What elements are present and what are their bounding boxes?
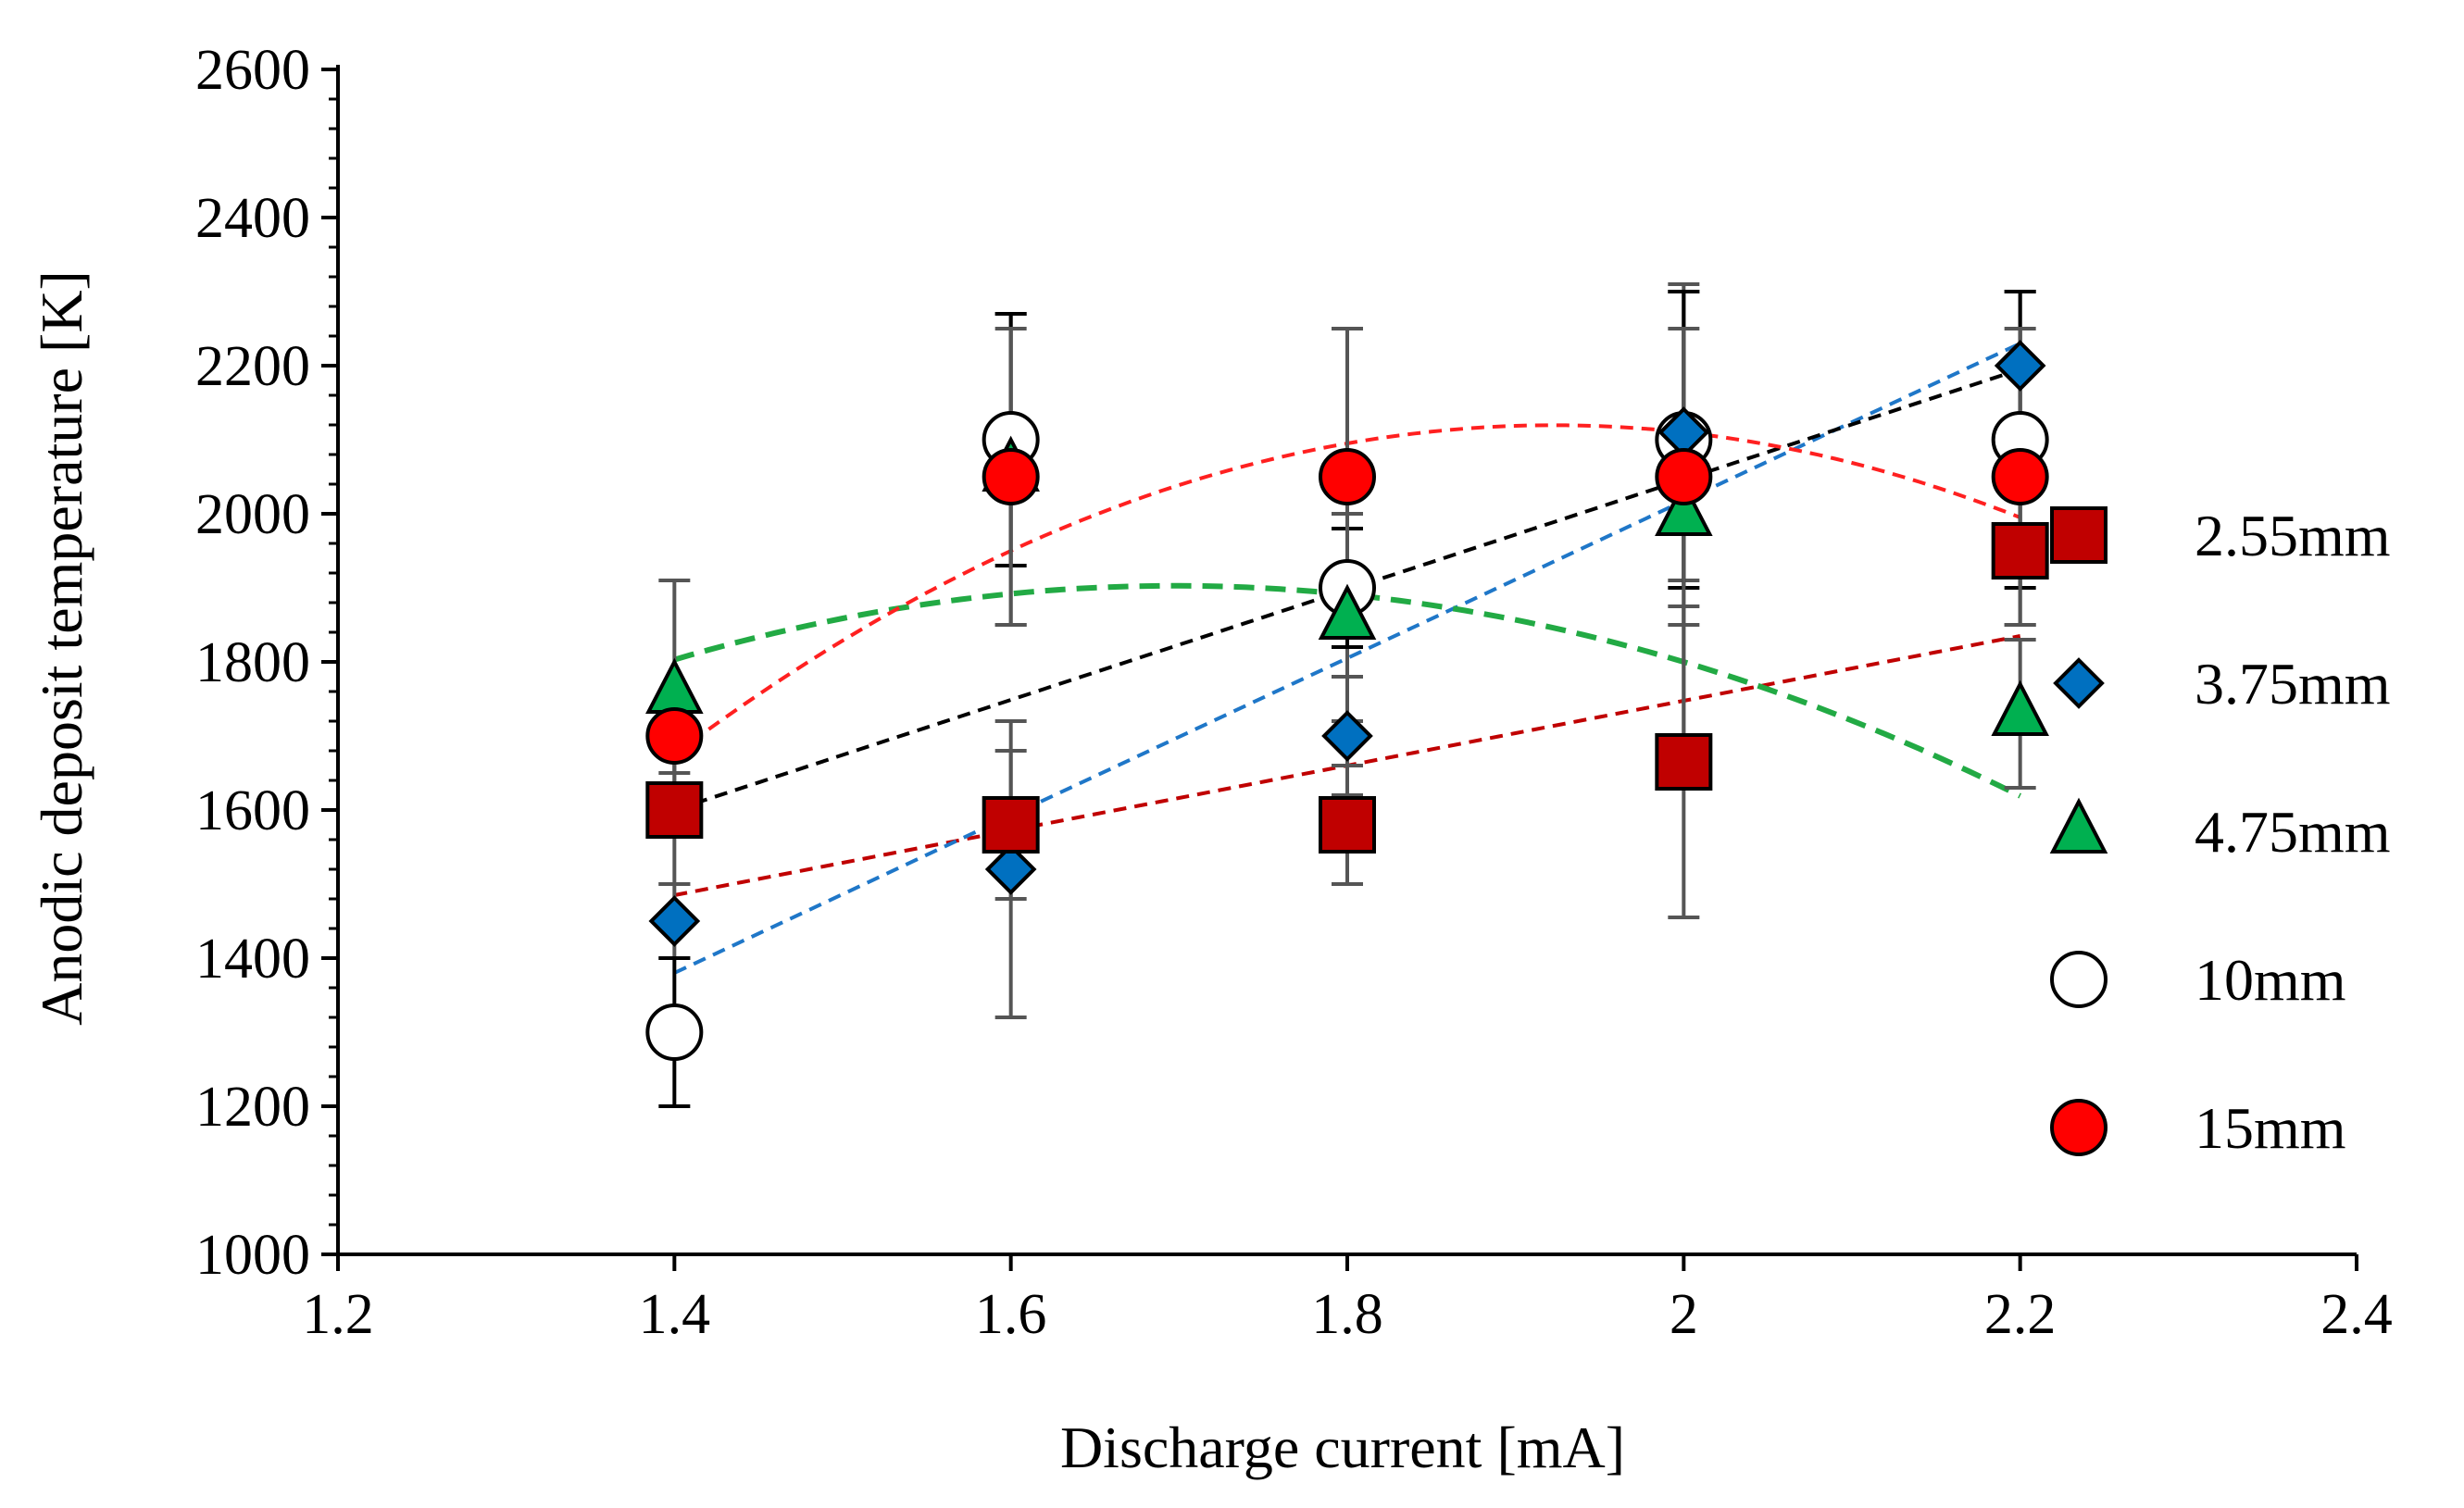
data-point-4.75mm bbox=[1655, 480, 1713, 536]
data-point-3.75mm bbox=[984, 843, 1037, 895]
data-point-10mm bbox=[645, 1003, 704, 1061]
legend-marker-10mm bbox=[2050, 951, 2108, 1008]
legend-marker-2.55mm bbox=[2050, 506, 2108, 564]
error-bars bbox=[658, 282, 2036, 1108]
axes: 1000 1200 1400 1600 1800 2000 2200 2400 2600 1.2 1… bbox=[195, 39, 2393, 1346]
y-tick-label: 2400 bbox=[195, 187, 310, 250]
data-points bbox=[645, 340, 2049, 1061]
y-tick-label: 1000 bbox=[195, 1224, 310, 1287]
x-axis-title: Discharge current [mA] bbox=[1060, 1415, 1625, 1480]
data-point-2.55mm bbox=[1655, 733, 1713, 791]
y-tick-label: 1200 bbox=[195, 1076, 310, 1139]
legend: 2.55mm 3.75mm 4.75mm 10mm 15mm bbox=[2049, 503, 2391, 1161]
y-tick-label: 1800 bbox=[195, 631, 310, 694]
data-point-2.55mm bbox=[1991, 522, 2049, 580]
legend-label-15mm: 15mm bbox=[2195, 1095, 2346, 1161]
data-point-15mm bbox=[1991, 448, 2049, 505]
data-point-4.75mm bbox=[645, 657, 704, 714]
data-point-15mm bbox=[1319, 448, 1376, 505]
x-tick-label: 1.6 bbox=[975, 1283, 1047, 1346]
data-point-4.75mm bbox=[1318, 583, 1377, 640]
x-tick-label: 1.2 bbox=[302, 1283, 374, 1346]
x-tick-label: 1.8 bbox=[1311, 1283, 1383, 1346]
legend-label-4.75mm: 4.75mm bbox=[2195, 799, 2391, 865]
legend-marker-3.75mm bbox=[2053, 657, 2105, 709]
data-point-2.55mm bbox=[1319, 796, 1376, 854]
data-point-15mm bbox=[1655, 448, 1713, 505]
x-tick-label: 1.4 bbox=[639, 1283, 711, 1346]
y-axis-title: Anodic deposit temperature [K] bbox=[29, 270, 94, 1026]
legend-marker-4.75mm bbox=[2049, 797, 2108, 854]
y-tick-label: 1400 bbox=[195, 928, 310, 991]
data-point-3.75mm bbox=[1321, 710, 1373, 762]
data-point-4.75mm bbox=[1991, 679, 2049, 736]
data-point-15mm bbox=[645, 707, 704, 765]
x-tick-label: 2 bbox=[1670, 1283, 1698, 1346]
legend-label-2.55mm: 2.55mm bbox=[2195, 503, 2391, 568]
y-tick-label: 2600 bbox=[195, 39, 310, 102]
data-point-2.55mm bbox=[982, 796, 1040, 854]
legend-label-3.75mm: 3.75mm bbox=[2195, 651, 2391, 717]
x-tick-label: 2.4 bbox=[2320, 1283, 2393, 1346]
x-tick-label: 2.2 bbox=[1984, 1283, 2057, 1346]
data-point-3.75mm bbox=[648, 895, 701, 947]
y-tick-label: 2200 bbox=[195, 335, 310, 398]
data-point-15mm bbox=[982, 448, 1040, 505]
data-point-2.55mm bbox=[645, 781, 704, 839]
legend-label-10mm: 10mm bbox=[2195, 947, 2346, 1013]
y-tick-label: 1600 bbox=[195, 779, 310, 842]
legend-marker-15mm bbox=[2050, 1099, 2108, 1156]
data-point-3.75mm bbox=[1994, 340, 2046, 392]
y-tick-label: 2000 bbox=[195, 483, 310, 546]
